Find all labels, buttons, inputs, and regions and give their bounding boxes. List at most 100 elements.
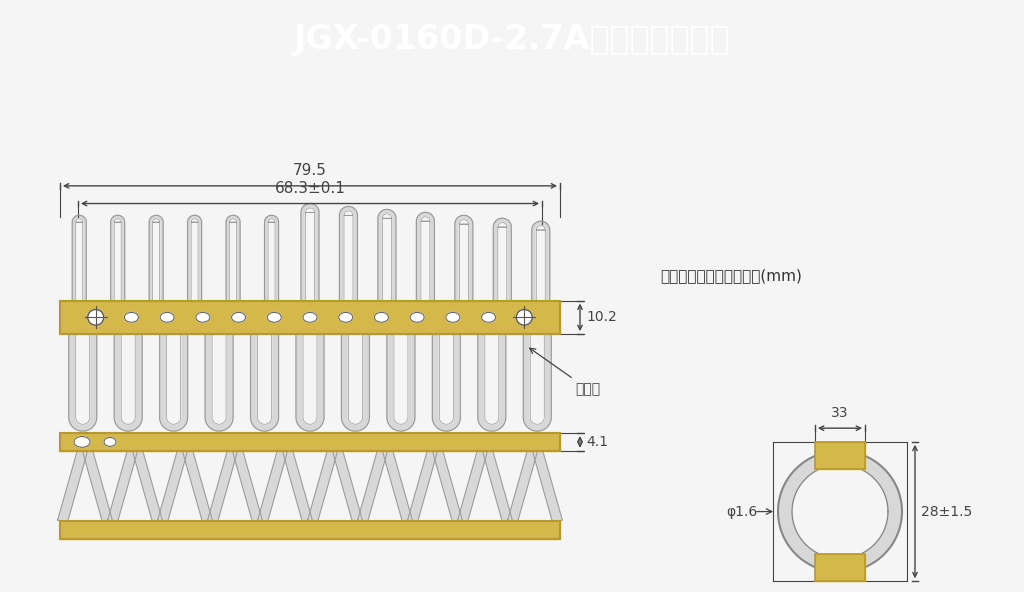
- Ellipse shape: [339, 313, 352, 322]
- Polygon shape: [382, 214, 391, 304]
- Text: 68.3±0.1: 68.3±0.1: [274, 181, 345, 196]
- Polygon shape: [264, 215, 279, 304]
- Bar: [60, 433, 560, 451]
- Ellipse shape: [481, 313, 496, 322]
- Polygon shape: [387, 330, 415, 431]
- Ellipse shape: [74, 436, 90, 448]
- Polygon shape: [153, 218, 160, 304]
- Ellipse shape: [231, 313, 246, 322]
- Polygon shape: [408, 449, 437, 523]
- Polygon shape: [76, 330, 90, 424]
- Text: 10.2: 10.2: [586, 310, 616, 324]
- Polygon shape: [158, 449, 187, 523]
- Polygon shape: [208, 449, 238, 523]
- Ellipse shape: [516, 310, 532, 325]
- Polygon shape: [150, 215, 163, 304]
- Polygon shape: [484, 330, 499, 424]
- Polygon shape: [394, 330, 408, 424]
- Polygon shape: [432, 330, 461, 431]
- Polygon shape: [383, 449, 413, 523]
- Polygon shape: [108, 449, 137, 523]
- Text: 33: 33: [831, 406, 849, 420]
- Polygon shape: [478, 330, 506, 431]
- Bar: [815, 442, 865, 469]
- Polygon shape: [417, 213, 434, 304]
- Polygon shape: [482, 449, 512, 523]
- Polygon shape: [333, 449, 362, 523]
- Polygon shape: [778, 451, 902, 572]
- Polygon shape: [167, 330, 180, 424]
- Ellipse shape: [411, 313, 424, 322]
- Text: 28±1.5: 28±1.5: [921, 504, 972, 519]
- Polygon shape: [460, 220, 468, 304]
- Polygon shape: [283, 449, 312, 523]
- Polygon shape: [433, 449, 462, 523]
- Polygon shape: [57, 449, 87, 523]
- Bar: [60, 522, 560, 539]
- Polygon shape: [532, 449, 562, 523]
- Polygon shape: [191, 218, 198, 304]
- Polygon shape: [378, 210, 396, 304]
- Polygon shape: [258, 330, 271, 424]
- Polygon shape: [523, 330, 551, 431]
- Bar: [60, 522, 560, 539]
- Ellipse shape: [160, 313, 174, 322]
- Ellipse shape: [125, 313, 138, 322]
- Polygon shape: [439, 330, 454, 424]
- Polygon shape: [301, 204, 319, 304]
- Bar: [60, 433, 560, 451]
- Polygon shape: [348, 330, 362, 424]
- Polygon shape: [232, 449, 262, 523]
- Polygon shape: [187, 215, 202, 304]
- Bar: [815, 554, 865, 581]
- Ellipse shape: [303, 313, 317, 322]
- Bar: [60, 301, 560, 334]
- Polygon shape: [340, 207, 357, 304]
- Polygon shape: [296, 330, 324, 431]
- Polygon shape: [229, 218, 237, 304]
- Polygon shape: [303, 330, 317, 424]
- Polygon shape: [530, 330, 545, 424]
- Polygon shape: [498, 223, 507, 304]
- Polygon shape: [494, 218, 511, 304]
- Polygon shape: [792, 465, 888, 559]
- Polygon shape: [341, 330, 370, 431]
- Ellipse shape: [88, 310, 103, 325]
- Ellipse shape: [375, 313, 388, 322]
- Polygon shape: [83, 449, 113, 523]
- Polygon shape: [182, 449, 212, 523]
- Bar: [60, 301, 560, 334]
- Ellipse shape: [267, 313, 282, 322]
- Text: φ1.6: φ1.6: [726, 504, 758, 519]
- Polygon shape: [121, 330, 135, 424]
- Polygon shape: [69, 330, 96, 431]
- Text: 79.5: 79.5: [293, 163, 327, 178]
- Polygon shape: [226, 215, 240, 304]
- Polygon shape: [251, 330, 279, 431]
- Polygon shape: [268, 218, 275, 304]
- Ellipse shape: [104, 437, 116, 446]
- Polygon shape: [455, 215, 473, 304]
- Polygon shape: [305, 208, 314, 304]
- Polygon shape: [307, 449, 337, 523]
- Polygon shape: [344, 211, 353, 304]
- Polygon shape: [537, 226, 545, 304]
- Text: 注：所有的尺寸均为毫米(mm): 注：所有的尺寸均为毫米(mm): [660, 269, 802, 284]
- Polygon shape: [160, 330, 187, 431]
- Text: 4.1: 4.1: [586, 435, 608, 449]
- Bar: [815, 442, 865, 469]
- Polygon shape: [111, 215, 125, 304]
- Polygon shape: [458, 449, 487, 523]
- Polygon shape: [133, 449, 163, 523]
- Polygon shape: [258, 449, 288, 523]
- Polygon shape: [212, 330, 226, 424]
- Ellipse shape: [445, 313, 460, 322]
- Polygon shape: [115, 330, 142, 431]
- Text: JGX-0160D-2.7A产品结构示意图: JGX-0160D-2.7A产品结构示意图: [294, 24, 730, 56]
- Polygon shape: [205, 330, 233, 431]
- Bar: [815, 554, 865, 581]
- Polygon shape: [357, 449, 387, 523]
- Polygon shape: [508, 449, 538, 523]
- Polygon shape: [115, 218, 121, 304]
- Polygon shape: [73, 215, 86, 304]
